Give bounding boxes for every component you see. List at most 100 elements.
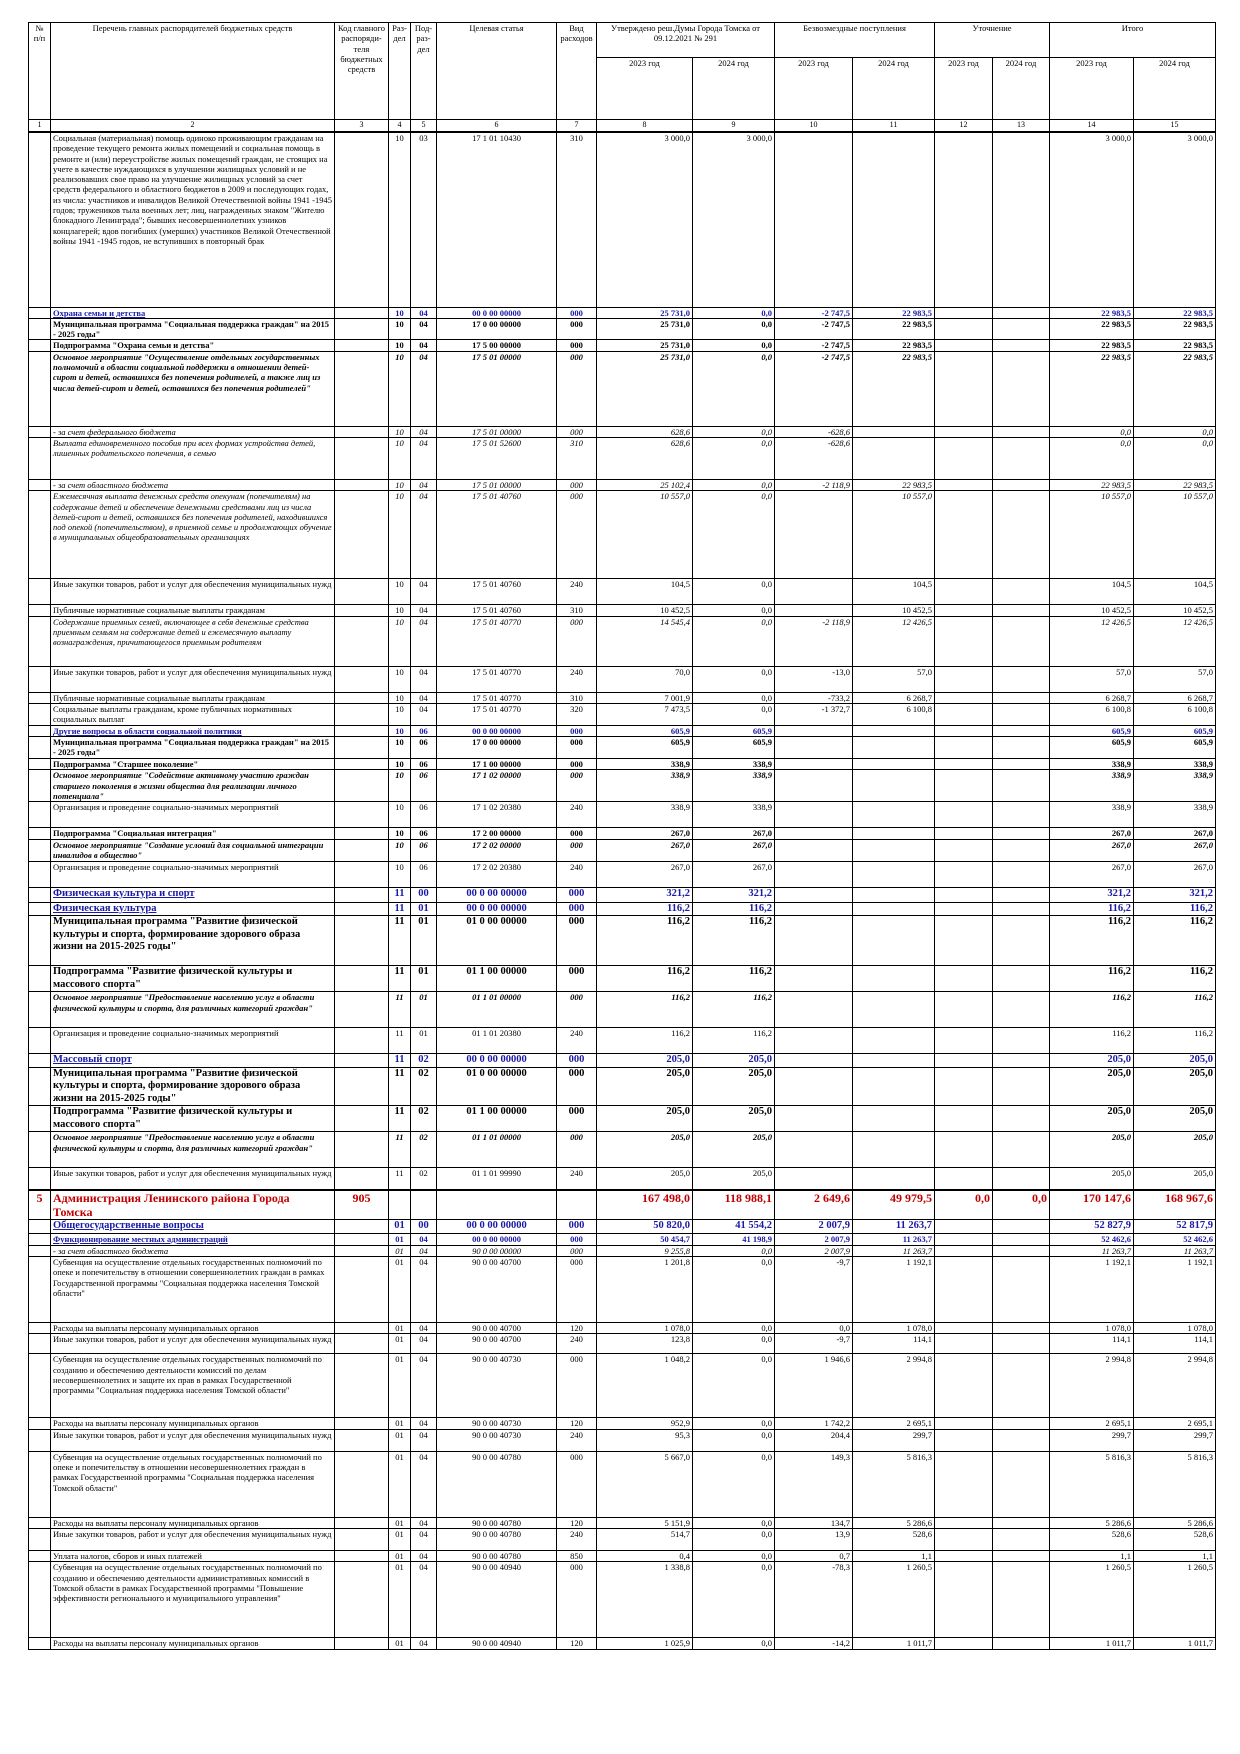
row-clarify-2023 — [934, 915, 994, 967]
row-expense-type: 000 — [556, 991, 597, 1029]
table-header: № п/п Перечень главных распорядителей бю… — [28, 22, 1217, 133]
row-total-2023: 22 983,5 — [1049, 478, 1135, 492]
table-row: Социальная (материальная) помощь одиноко… — [28, 131, 1217, 308]
row-target-article: 17 5 01 40770 — [436, 702, 557, 726]
row-number — [28, 1353, 51, 1419]
row-name: Подпрограмма "Развитие физической культу… — [50, 1105, 335, 1133]
row-clarify-2024 — [992, 1167, 1051, 1191]
row-podrazdel: 06 — [410, 736, 437, 760]
row-name: Основное мероприятие "Предоставление нас… — [50, 1131, 335, 1169]
row-expense-type: 310 — [556, 604, 597, 617]
row-clarify-2024 — [992, 838, 1051, 862]
row-grants-2024 — [852, 436, 936, 480]
row-expense-type: 240 — [556, 1027, 597, 1055]
row-clarify-2023 — [934, 886, 994, 903]
row-clarify-2023 — [934, 860, 994, 888]
row-clarify-2024 — [992, 1105, 1051, 1133]
row-approved-2023: 123,8 — [596, 1333, 693, 1355]
row-name: Уплата налогов, сборов и иных платежей — [50, 1549, 335, 1563]
row-total-2023: 6 100,8 — [1049, 702, 1135, 726]
header-name: Перечень главных распорядителей бюджетны… — [50, 22, 335, 120]
row-approved-2024: 0,0 — [691, 1516, 776, 1529]
row-number — [28, 1428, 51, 1452]
row-podrazdel: 02 — [410, 1131, 437, 1169]
row-approved-2023: 1 078,0 — [596, 1322, 693, 1335]
row-approved-2024: 338,9 — [691, 758, 776, 771]
row-target-article: 17 5 01 00000 — [436, 478, 557, 492]
row-grants-2023 — [774, 827, 854, 840]
row-approved-2023: 5 667,0 — [596, 1450, 693, 1518]
table-row: Организация и проведение социально-значи… — [28, 860, 1217, 888]
row-total-2023: 116,2 — [1049, 1027, 1135, 1055]
row-target-article: 90 0 00 40780 — [436, 1527, 557, 1551]
row-name: Организация и проведение социально-значи… — [50, 1027, 335, 1055]
row-clarify-2023 — [934, 665, 994, 693]
row-clarify-2024 — [992, 306, 1051, 319]
row-approved-2023: 952,9 — [596, 1417, 693, 1430]
row-clarify-2023 — [934, 1637, 994, 1650]
row-podrazdel: 06 — [410, 769, 437, 803]
row-target-article: 17 5 01 00000 — [436, 350, 557, 427]
row-razdel: 10 — [388, 827, 411, 840]
row-grants-2023 — [774, 604, 854, 617]
row-number — [28, 758, 51, 771]
row-name: Иные закупки товаров, работ и услуг для … — [50, 1428, 335, 1452]
row-podrazdel: 06 — [410, 860, 437, 888]
row-clarify-2023 — [934, 901, 994, 917]
row-razdel: 10 — [388, 425, 411, 438]
row-total-2024: 57,0 — [1133, 665, 1217, 693]
header-year: 2023 год — [596, 57, 693, 120]
row-clarify-2023 — [934, 1527, 994, 1551]
row-razdel: 10 — [388, 615, 411, 667]
row-name: Субвенция на осуществление отдельных гос… — [50, 1353, 335, 1419]
row-approved-2024: 267,0 — [691, 860, 776, 888]
row-code — [334, 1256, 389, 1324]
row-razdel: 11 — [388, 991, 411, 1029]
row-target-article: 00 0 00 00000 — [436, 306, 557, 319]
row-approved-2024: 338,9 — [691, 801, 776, 829]
row-expense-type: 000 — [556, 901, 597, 917]
table-row: Субвенция на осуществление отдельных гос… — [28, 1561, 1217, 1639]
table-body: Социальная (материальная) помощь одиноко… — [28, 131, 1217, 1650]
row-razdel: 10 — [388, 691, 411, 704]
row-approved-2023: 267,0 — [596, 838, 693, 862]
row-grants-2024 — [852, 965, 936, 993]
table-row: Подпрограмма "Охрана семьи и детства" 10 0… — [28, 339, 1217, 352]
row-clarify-2024 — [992, 702, 1051, 726]
row-number — [28, 350, 51, 427]
row-number — [28, 1322, 51, 1335]
row-total-2024: 22 983,5 — [1133, 317, 1217, 341]
column-number: 14 — [1049, 119, 1135, 133]
row-grants-2024 — [852, 1167, 936, 1191]
row-code — [334, 736, 389, 760]
header-code: Код главного распоряди-теля бюджетных ср… — [334, 22, 389, 120]
row-podrazdel: 01 — [410, 901, 437, 917]
row-clarify-2024 — [992, 1353, 1051, 1419]
row-approved-2024: 0,0 — [691, 425, 776, 438]
row-name: Субвенция на осуществление отдельных гос… — [50, 1450, 335, 1518]
table-row: Иные закупки товаров, работ и услуг для … — [28, 665, 1217, 693]
row-total-2024: 299,7 — [1133, 1428, 1217, 1452]
row-razdel: 10 — [388, 306, 411, 319]
row-approved-2024: 0,0 — [691, 1428, 776, 1452]
row-name: Публичные нормативные социальные выплаты… — [50, 691, 335, 704]
row-grants-2024: 6 268,7 — [852, 691, 936, 704]
row-approved-2024: 116,2 — [691, 1027, 776, 1055]
row-approved-2023: 116,2 — [596, 991, 693, 1029]
row-total-2024: 205,0 — [1133, 1131, 1217, 1169]
row-clarify-2024 — [992, 691, 1051, 704]
row-total-2024: 22 983,5 — [1133, 478, 1217, 492]
row-clarify-2024 — [992, 478, 1051, 492]
row-total-2023: 57,0 — [1049, 665, 1135, 693]
row-expense-type: 240 — [556, 860, 597, 888]
row-grants-2023: -2 747,5 — [774, 317, 854, 341]
row-number — [28, 425, 51, 438]
row-clarify-2023 — [934, 350, 994, 427]
row-total-2023: 3 000,0 — [1049, 131, 1135, 308]
row-number — [28, 769, 51, 803]
table-row: Муниципальная программа "Социальная подд… — [28, 736, 1217, 760]
row-approved-2024: 0,0 — [691, 306, 776, 319]
row-target-article: 17 1 00 00000 — [436, 758, 557, 771]
row-target-article: 90 0 00 40700 — [436, 1322, 557, 1335]
header-year: 2023 год — [774, 57, 854, 120]
